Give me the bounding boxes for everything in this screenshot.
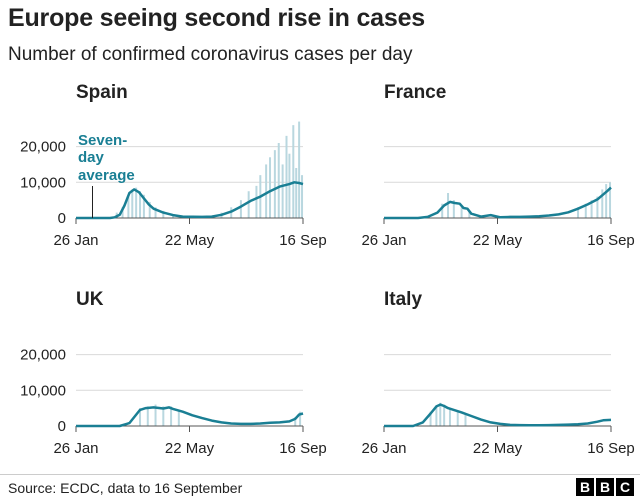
daily-case-bar xyxy=(294,417,297,426)
daily-case-bar xyxy=(295,168,298,218)
x-tick-label: 16 Sep xyxy=(587,440,635,457)
panel-title: UK xyxy=(76,289,104,310)
daily-case-bar xyxy=(464,414,467,426)
daily-case-bar xyxy=(121,207,124,218)
daily-case-bar xyxy=(468,210,471,218)
daily-case-bar xyxy=(441,203,444,218)
x-tick-label: 16 Sep xyxy=(279,232,327,249)
daily-case-bar xyxy=(273,150,276,218)
daily-case-bar xyxy=(277,143,280,218)
daily-case-bar xyxy=(460,207,463,218)
panel-title: France xyxy=(384,82,446,103)
panel-title: Spain xyxy=(76,82,128,103)
seven-day-average-line xyxy=(76,406,304,428)
daily-case-bar xyxy=(447,193,450,218)
seven-day-average-line xyxy=(384,186,612,220)
daily-case-bar xyxy=(170,406,173,426)
panel-title: Italy xyxy=(384,289,422,310)
daily-case-bar xyxy=(299,411,302,426)
daily-case-bar xyxy=(146,406,149,426)
daily-case-bar xyxy=(154,207,157,218)
daily-case-bar xyxy=(456,411,459,426)
annotation-label: Seven- xyxy=(78,132,127,149)
logo-letter: B xyxy=(576,478,594,496)
daily-case-bar xyxy=(139,191,142,218)
x-tick-label: 22 May xyxy=(165,440,215,457)
daily-case-bar xyxy=(448,408,451,426)
daily-case-bar xyxy=(162,210,165,218)
y-tick-label: 20,000 xyxy=(20,347,66,364)
daily-case-bar xyxy=(609,182,612,218)
source-note: Source: ECDC, data to 16 September xyxy=(8,480,243,496)
y-tick-label: 10,000 xyxy=(20,382,66,399)
daily-case-bar xyxy=(439,402,442,426)
footer-divider xyxy=(0,474,640,475)
daily-case-bar xyxy=(247,191,250,218)
x-tick-label: 26 Jan xyxy=(361,232,406,249)
x-tick-label: 26 Jan xyxy=(361,440,406,457)
x-tick-label: 26 Jan xyxy=(53,232,98,249)
daily-case-bar xyxy=(131,189,134,218)
daily-case-bar xyxy=(281,164,284,218)
x-tick-label: 22 May xyxy=(473,440,523,457)
daily-case-bar xyxy=(429,411,432,426)
y-tick-label: 10,000 xyxy=(20,174,66,191)
x-tick-label: 16 Sep xyxy=(587,232,635,249)
daily-case-bar xyxy=(255,185,258,218)
daily-case-bar xyxy=(269,157,272,218)
y-tick-label: 0 xyxy=(58,418,66,435)
daily-case-bar xyxy=(142,194,145,218)
daily-case-bar xyxy=(285,135,288,218)
daily-case-bar xyxy=(605,184,608,218)
daily-case-bar xyxy=(135,187,138,218)
x-tick-label: 22 May xyxy=(473,232,523,249)
x-tick-label: 26 Jan xyxy=(53,440,98,457)
logo-letter: C xyxy=(616,478,634,496)
seven-day-average-line xyxy=(76,181,304,220)
x-tick-label: 16 Sep xyxy=(279,440,327,457)
logo-letter: B xyxy=(596,478,614,496)
daily-case-bar xyxy=(435,406,438,426)
chart-subtitle: Number of confirmed coronavirus cases pe… xyxy=(8,44,413,65)
daily-case-bar xyxy=(239,200,242,218)
daily-case-bar xyxy=(288,153,291,218)
daily-case-bar xyxy=(292,125,295,218)
y-tick-label: 20,000 xyxy=(20,139,66,156)
daily-case-bar xyxy=(577,207,580,218)
daily-case-bar xyxy=(301,175,304,218)
daily-case-bar xyxy=(590,200,593,218)
bbc-logo: B B C xyxy=(576,478,634,496)
daily-case-bar xyxy=(162,406,165,426)
y-tick-label: 0 xyxy=(58,210,66,227)
daily-case-bar xyxy=(596,196,599,218)
annotation-label: day xyxy=(78,149,105,166)
daily-case-bar xyxy=(177,409,180,426)
daily-case-bar xyxy=(265,164,268,218)
daily-case-bar xyxy=(127,196,130,218)
daily-case-bar xyxy=(148,201,151,218)
daily-case-bar xyxy=(443,404,446,426)
annotation-label: average xyxy=(78,167,135,184)
chart-title: Europe seeing second rise in cases xyxy=(8,4,425,32)
daily-case-bar xyxy=(139,408,142,426)
seven-day-average-line xyxy=(384,403,612,428)
daily-case-bar xyxy=(298,121,301,218)
daily-case-bar xyxy=(154,404,157,426)
x-tick-label: 22 May xyxy=(165,232,215,249)
daily-case-bar xyxy=(452,200,455,218)
daily-case-bar xyxy=(601,189,604,218)
daily-case-bar xyxy=(584,203,587,218)
